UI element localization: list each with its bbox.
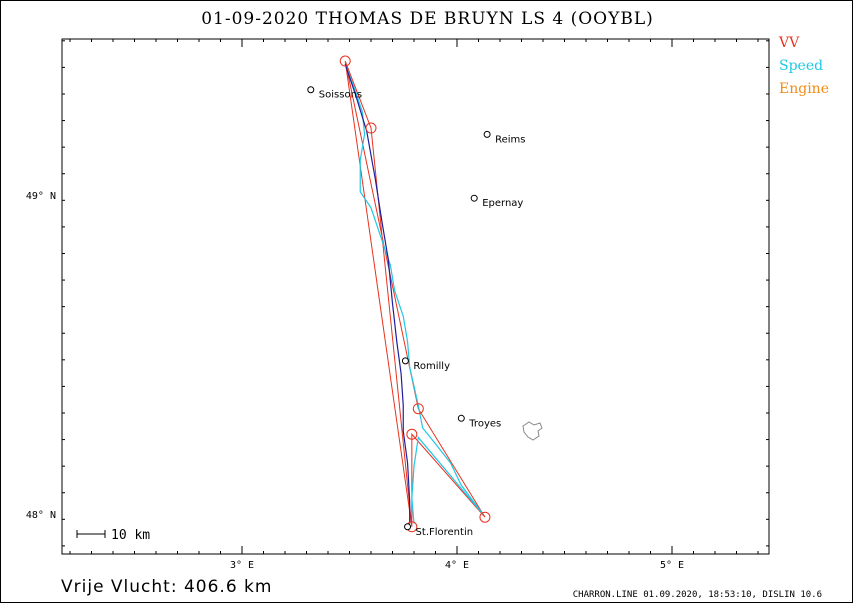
- town-marker: [307, 86, 315, 94]
- turnpoint-marker: [479, 511, 491, 523]
- town-marker: [470, 194, 478, 202]
- x-tick-label: 5° E: [660, 560, 684, 571]
- flight-title: 01-09-2020 THOMAS DE BRUYN LS 4 (OOYBL): [201, 9, 654, 29]
- town-marker: [457, 414, 465, 422]
- legend-vv: VV: [779, 35, 800, 51]
- town-label: Soissons: [319, 90, 362, 101]
- town-marker: [404, 523, 412, 531]
- town-label: Epernay: [482, 198, 523, 209]
- free-flight-distance: Vrije Vlucht: 406.6 km: [61, 577, 273, 597]
- town-marker: [401, 357, 409, 365]
- y-tick-label: 48° N: [26, 510, 56, 521]
- x-tick-label: 4° E: [445, 560, 469, 571]
- footer-credit: CHARRON.LINE 01.09.2020, 18:53:10, DISLI…: [572, 590, 822, 600]
- flight-track-line: [344, 64, 411, 524]
- turnpoint-marker: [406, 428, 418, 440]
- town-label: St.Florentin: [416, 527, 474, 538]
- legend-engine: Engine: [779, 81, 829, 97]
- turnpoint-marker: [339, 55, 351, 67]
- town-label: Troyes: [468, 418, 501, 429]
- scale-bar-label: 10 km: [111, 528, 150, 543]
- x-tick-label: 3° E: [230, 560, 254, 571]
- town-label: Reims: [495, 134, 525, 145]
- turnpoint-marker: [365, 122, 377, 134]
- lake-outline: [522, 421, 543, 441]
- turnpoint-marker: [412, 403, 424, 415]
- legend-speed: Speed: [779, 58, 824, 74]
- speed-track-line: [344, 63, 484, 524]
- y-tick-label: 49° N: [26, 191, 56, 202]
- map-frame: [61, 38, 770, 555]
- town-label: Romilly: [413, 361, 450, 372]
- town-marker: [483, 130, 491, 138]
